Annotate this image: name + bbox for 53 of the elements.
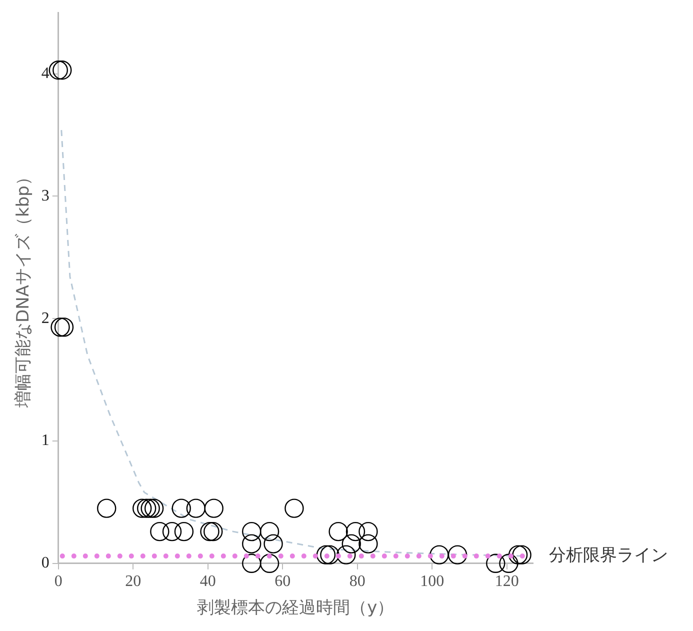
point [204,522,223,542]
x-tick-label: 120 [494,573,519,590]
point [48,60,68,80]
point [242,522,262,542]
point [150,522,170,542]
point [508,545,528,564]
point [200,522,220,542]
point [358,522,378,542]
point [430,545,449,564]
ref-line-label: 分析限界ライン [549,545,668,566]
y-tick-label: 4 [41,65,50,82]
point [499,554,518,573]
point [264,534,283,554]
point [54,318,74,337]
point [342,534,361,554]
point [172,498,191,518]
point [260,522,280,542]
x-tick-label: 20 [125,573,142,590]
point [242,534,262,554]
point [204,498,224,518]
x-tick-label: 40 [200,573,216,590]
point [162,522,182,542]
y-tick-label: 3 [41,187,50,204]
point [186,498,206,518]
y-tick-label: 2 [41,310,50,327]
point [336,545,356,564]
x-tick-label: 0 [54,573,62,590]
point [358,534,378,554]
x-axis-title: 剥製標本の経過時間（y） [197,598,394,618]
point [320,545,340,564]
point [132,498,152,518]
point [140,498,160,518]
point [284,498,304,518]
point [260,554,280,573]
point [144,498,164,518]
point [97,498,116,518]
point [316,545,336,564]
point [512,545,532,564]
point [448,545,468,564]
x-tick-label: 80 [349,573,366,590]
y-axis-title: 増幅可能なDNAサイズ（kbp） [14,168,34,408]
x-tick-label: 60 [274,573,291,590]
y-tick-label: 1 [41,432,50,450]
point [136,498,156,518]
point [174,522,194,542]
point [346,522,366,542]
point [52,60,72,80]
point [486,554,506,573]
point [50,318,70,337]
point [242,554,262,573]
point [328,522,348,542]
x-tick-label: 100 [420,573,444,590]
y-tick-label: 0 [41,554,50,572]
